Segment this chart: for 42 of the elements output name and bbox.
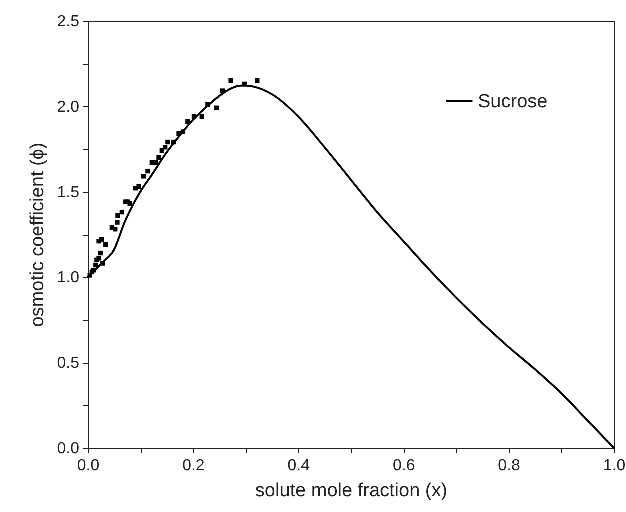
x-tick-label: 1.0 (603, 458, 626, 474)
y-tick-label: 0.0 (57, 440, 80, 458)
point (206, 102, 210, 108)
x-tick-label: 0.0 (77, 458, 100, 474)
point (154, 160, 158, 166)
y-tick-label: 1.0 (57, 270, 80, 287)
y-tick-label: 2.0 (57, 98, 80, 116)
point (99, 237, 104, 242)
point (104, 242, 108, 248)
point (146, 168, 150, 174)
point (220, 88, 225, 94)
x-axis-title: solute mole fraction (x) (255, 480, 448, 502)
point (192, 114, 197, 119)
point (136, 184, 142, 190)
x-tick-label: 0.4 (288, 458, 310, 474)
point (162, 145, 168, 150)
x-tick-label: 0.8 (498, 458, 521, 474)
point (180, 130, 186, 134)
point (228, 78, 234, 84)
point (186, 119, 190, 124)
point (94, 262, 98, 268)
point (115, 220, 120, 225)
point (120, 210, 125, 215)
y-tick-label: 0.5 (57, 355, 80, 372)
y-axis-title: osmotic coefficient (ϕ) (27, 142, 48, 328)
point (171, 140, 176, 145)
point (156, 155, 162, 160)
point (176, 131, 182, 136)
point (214, 106, 220, 110)
point (166, 140, 170, 145)
point (255, 78, 260, 84)
x-tick-label: 0.6 (392, 458, 416, 474)
y-tick-label: 2.5 (57, 14, 80, 30)
point (100, 261, 106, 266)
point (116, 213, 120, 218)
point (141, 174, 146, 179)
point (98, 250, 103, 256)
point (113, 227, 118, 232)
x-tick-label: 0.2 (182, 458, 205, 474)
point (200, 114, 204, 119)
y-tick-label: 1.5 (57, 184, 80, 202)
legend-label: Sucrose (478, 92, 548, 112)
